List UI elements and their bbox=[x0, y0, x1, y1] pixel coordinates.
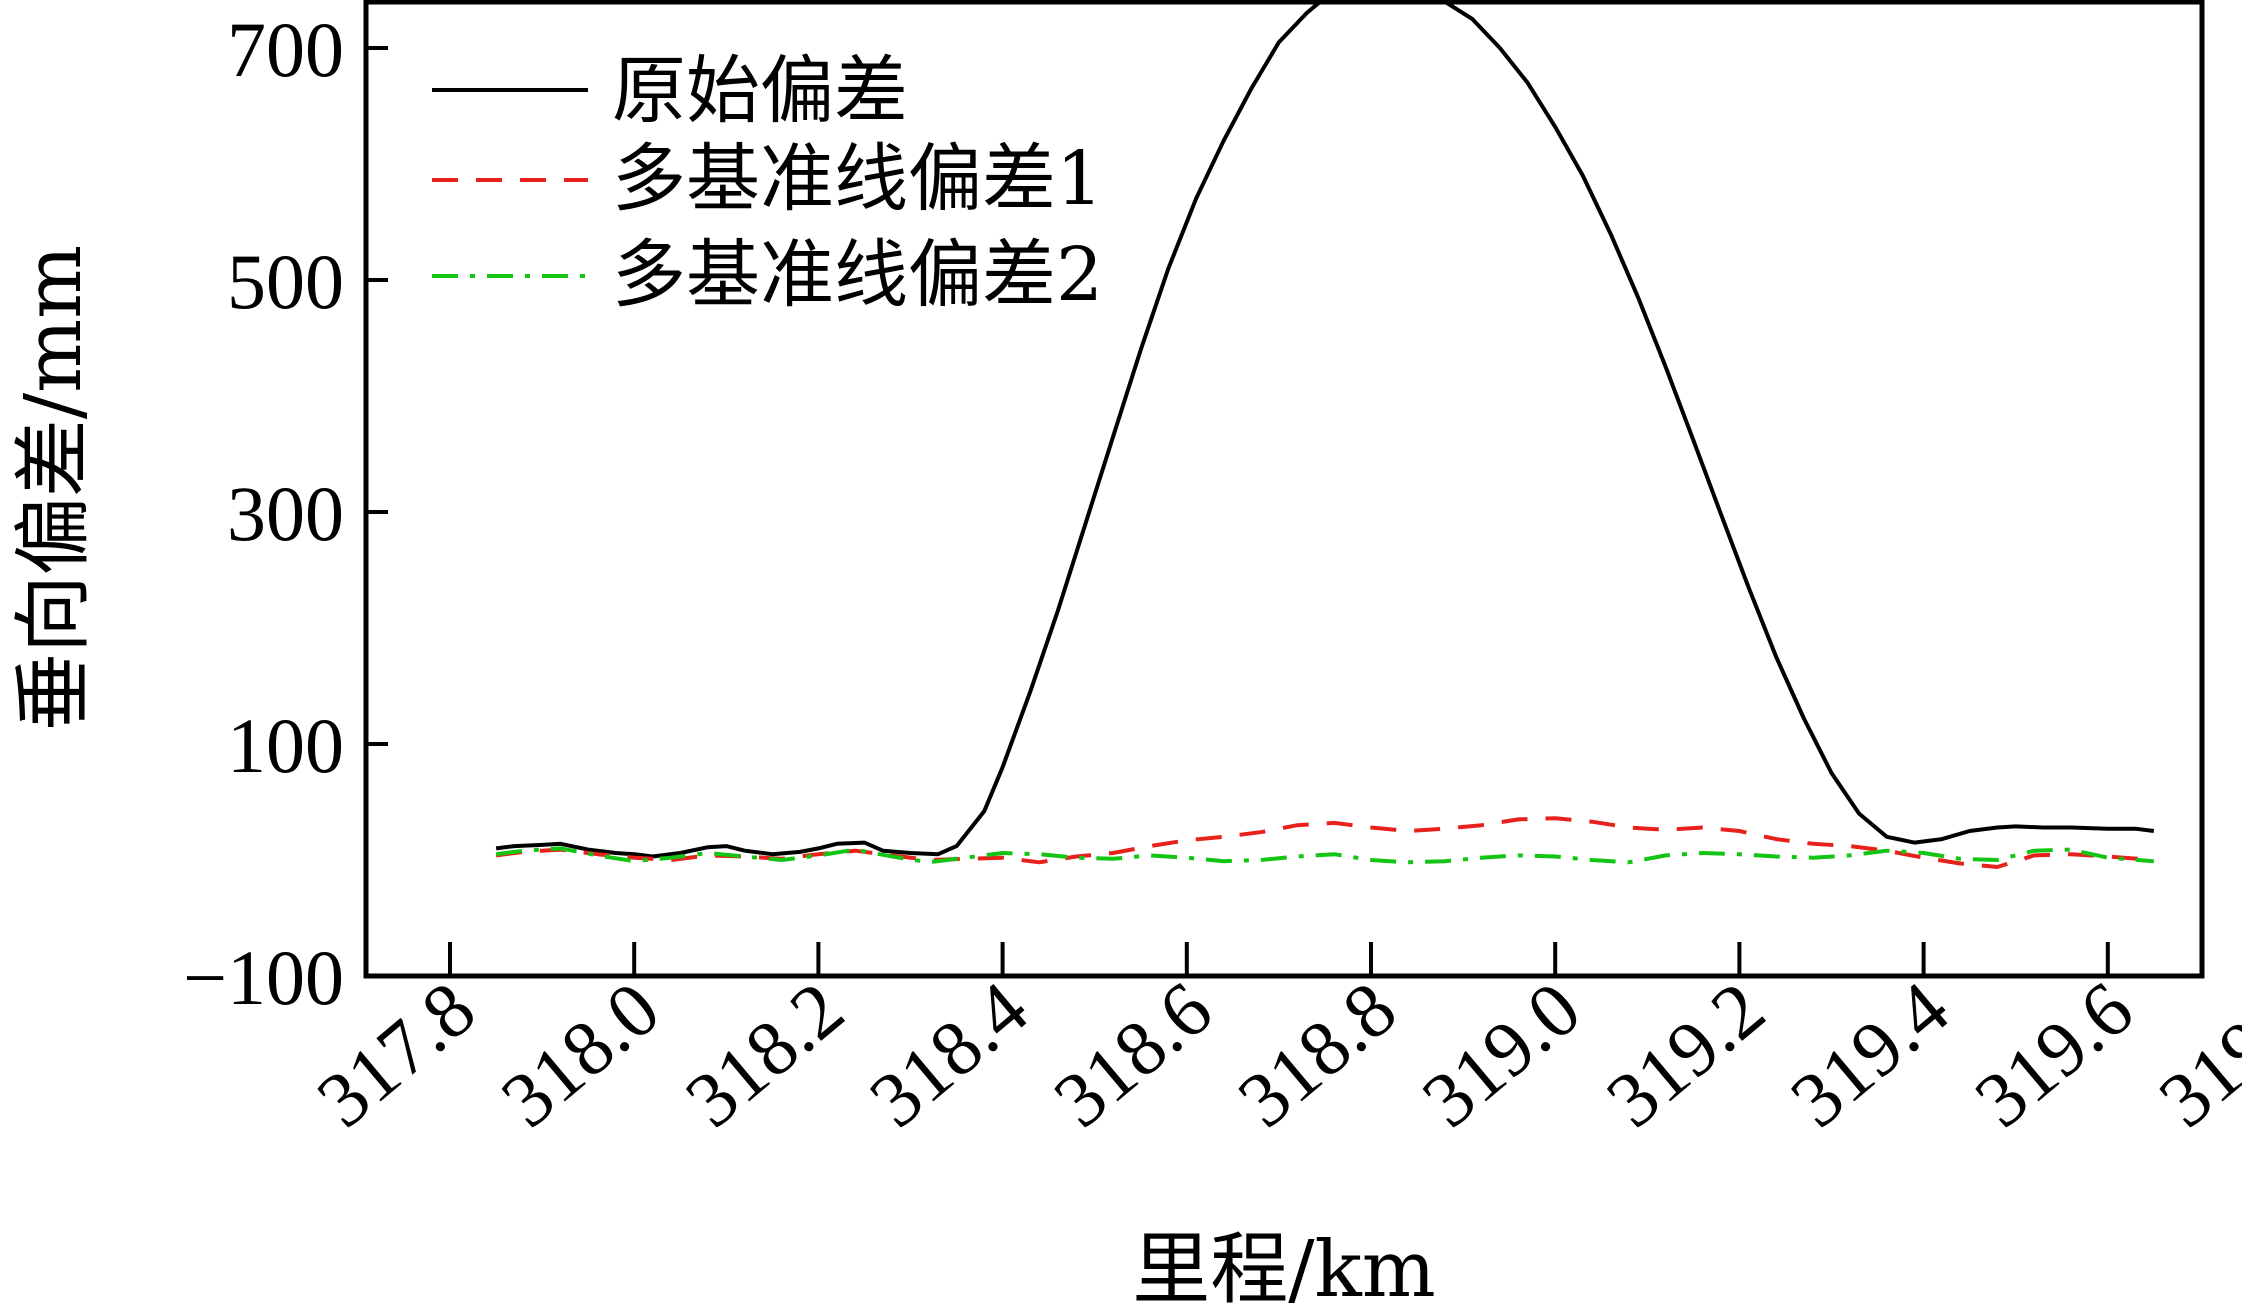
x-tick-label: 319.2 bbox=[1590, 964, 1780, 1143]
y-tick-label: 700 bbox=[227, 6, 344, 93]
y-tick-label: 500 bbox=[227, 238, 344, 325]
legend: 原始偏差 多基准线偏差1 多基准线偏差2 bbox=[432, 48, 1103, 318]
series-layer bbox=[495, 0, 2155, 869]
series-line-2 bbox=[495, 846, 2154, 865]
x-axis-ticks: 317.8318.0318.2318.4318.6318.8319.0319.2… bbox=[301, 942, 2242, 1144]
x-tick-label: 318.8 bbox=[1222, 964, 1412, 1143]
legend-label-multibaseline-2: 多基准线偏差2 bbox=[612, 232, 1103, 318]
y-axis-title: 垂向偏差/mm bbox=[9, 245, 99, 731]
y-tick-label: 100 bbox=[227, 702, 344, 789]
y-tick-label: −100 bbox=[183, 934, 344, 1021]
legend-label-multibaseline-1: 多基准线偏差1 bbox=[612, 136, 1103, 222]
x-tick-label: 319.8 bbox=[2143, 964, 2242, 1143]
x-tick-label: 318.0 bbox=[485, 964, 675, 1143]
legend-label-original: 原始偏差 bbox=[612, 48, 908, 134]
series-line-0 bbox=[495, 0, 2155, 859]
x-tick-label: 319.4 bbox=[1774, 964, 1964, 1143]
y-tick-label: 300 bbox=[227, 470, 344, 557]
x-tick-label: 319.6 bbox=[1958, 964, 2148, 1143]
series-line-1 bbox=[495, 816, 2154, 869]
x-tick-label: 319.0 bbox=[1406, 964, 1596, 1143]
x-tick-label: 318.2 bbox=[669, 964, 859, 1143]
y-axis-ticks: 700 500 300 100 −100 bbox=[183, 6, 388, 1021]
x-tick-label: 318.6 bbox=[1037, 964, 1227, 1143]
x-axis-title: 里程/km bbox=[1132, 1225, 1436, 1313]
plot-frame bbox=[363, 0, 2205, 979]
x-tick-label: 318.4 bbox=[853, 964, 1043, 1143]
